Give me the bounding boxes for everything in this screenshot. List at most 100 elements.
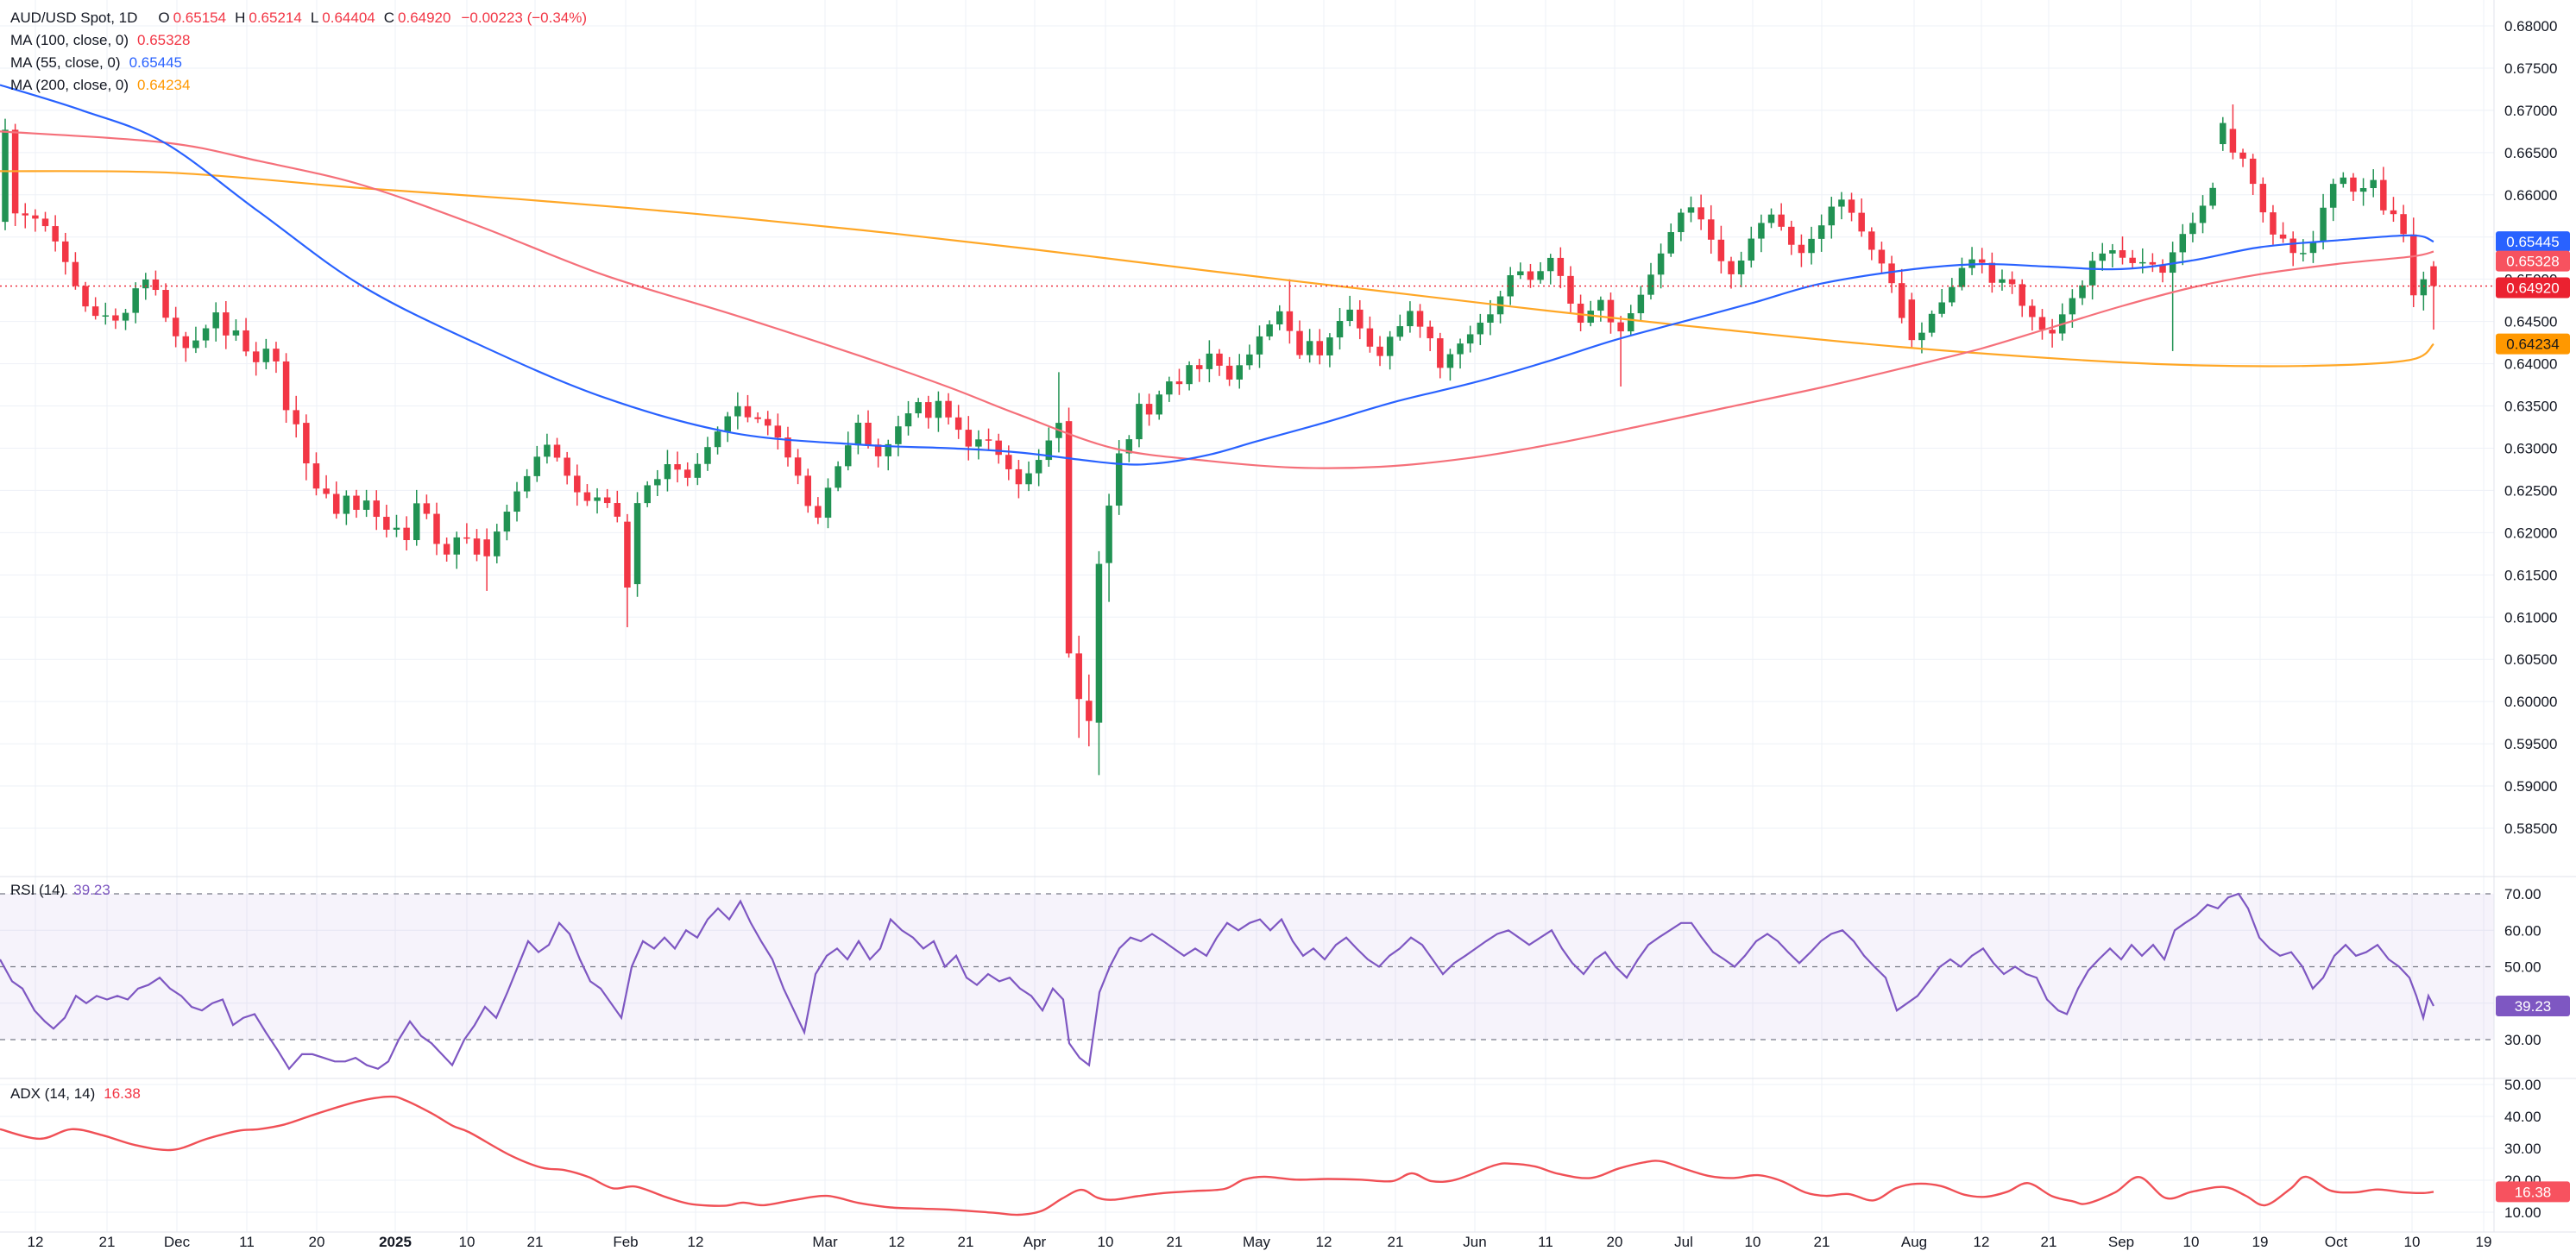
candle-body (674, 464, 681, 470)
candle-body (2129, 257, 2136, 263)
time-axis-label: 12 (688, 1234, 704, 1250)
candle-body (1075, 653, 1082, 700)
candle-body (744, 405, 752, 418)
ma55-line (0, 84, 2434, 466)
candle-body (1376, 346, 1383, 356)
axis-label: 0.64500 (2504, 314, 2557, 330)
time-axis-label: 21 (2041, 1234, 2057, 1250)
candle-body (1446, 354, 1454, 368)
candle-body (2049, 330, 2056, 334)
time-axis-label: 12 (1974, 1234, 1990, 1250)
candle-body (2380, 179, 2387, 211)
candle-body (513, 491, 520, 512)
price-badge (2496, 996, 2570, 1017)
adx-legend[interactable]: ADX (14, 14) 16.38 (10, 1085, 141, 1103)
candle-body (1918, 332, 1925, 341)
price-badge-label: 0.64920 (2506, 280, 2559, 297)
candle-body (1527, 271, 1534, 280)
candle-body (1357, 309, 1364, 329)
candle-body (824, 487, 832, 519)
axis-label: 0.62000 (2504, 525, 2557, 541)
candle-body (1898, 283, 1905, 318)
candle-body (2340, 177, 2347, 185)
time-axis-label: 2025 (379, 1234, 412, 1250)
candle-body (1546, 257, 1554, 272)
change-value: −0.00223 (−0.34%) (461, 9, 588, 26)
candle-body (1949, 286, 1956, 303)
grid (0, 0, 2494, 1232)
candle-body (2370, 179, 2377, 189)
candle-body (1236, 365, 1243, 380)
candle-body (2038, 317, 2046, 330)
candle-body (714, 431, 721, 448)
candle-body (1748, 238, 1755, 261)
candle-body (1145, 404, 1153, 415)
candle-body (102, 315, 110, 317)
candle-body (1988, 262, 1996, 283)
candle-body (1767, 214, 1775, 223)
adx-pane[interactable] (0, 1095, 2434, 1216)
rsi-pane[interactable] (0, 892, 2494, 1071)
rsi-legend[interactable]: RSI (14) 39.23 (10, 882, 110, 899)
ma100-row[interactable]: MA (100, close, 0) 0.65328 (10, 29, 587, 52)
candle-body (1416, 311, 1424, 327)
candle-body (362, 500, 370, 510)
candle-body (2079, 285, 2086, 299)
ma55-row[interactable]: MA (55, close, 0) 0.65445 (10, 52, 587, 74)
candle-body (112, 315, 119, 321)
candle-body (453, 537, 461, 555)
candle-body (282, 361, 290, 411)
close-label: C (383, 9, 395, 26)
time-axis-label: Mar (812, 1234, 838, 1250)
candle-body (1296, 330, 1303, 355)
time-axis[interactable]: 12 21 Dec 11 20 2025 10 21 Feb 12 Mar 12 21 Apr 10 21 Ma… (28, 1234, 2492, 1250)
candle-body (1737, 260, 1745, 274)
candle-body (483, 539, 490, 556)
ma200-row[interactable]: MA (200, close, 0) 0.64234 (10, 74, 587, 97)
candle-body (1025, 473, 1032, 485)
axis-label: 0.67000 (2504, 103, 2557, 119)
candle-body (1788, 226, 1795, 245)
candle-body (1407, 311, 1414, 327)
candle-body (945, 400, 952, 418)
candle-body (1175, 381, 1183, 385)
axis-label: 40.00 (2504, 1109, 2541, 1125)
time-axis-label: 21 (527, 1234, 544, 1250)
rsi-line (0, 892, 2434, 1071)
candle-body (202, 328, 210, 341)
candle-body (1647, 274, 1654, 295)
axis-label: 0.63000 (2504, 440, 2557, 456)
candle-body (935, 400, 942, 418)
price-badge (2496, 250, 2570, 272)
time-axis-label: 20 (1607, 1234, 1623, 1250)
candle-body (473, 538, 481, 555)
candle-body (2279, 234, 2287, 239)
axis-label: 0.66000 (2504, 187, 2557, 204)
legend: AUD/USD Spot, 1D O 0.65154 H 0.65214 L 0.64404… (10, 7, 587, 97)
candle-body (1225, 365, 1233, 380)
candle-body (654, 479, 661, 486)
low-value: 0.64404 (322, 9, 375, 26)
price-axis[interactable]: 0.680000.675000.670000.665000.660000.655… (2504, 18, 2557, 1221)
time-axis-label: 11 (1538, 1234, 1553, 1250)
candlestick-series[interactable] (2, 104, 2437, 776)
candle-body (874, 444, 882, 456)
candle-body (553, 444, 561, 458)
candle-body (2329, 184, 2337, 208)
candle-body (985, 439, 992, 441)
candle-body (904, 413, 912, 427)
candle-body (764, 418, 772, 426)
candle-body (2300, 253, 2307, 255)
candle-body (1848, 199, 1855, 213)
ma200-line (0, 170, 2434, 368)
time-axis-label: Jul (1674, 1234, 1693, 1250)
ma100-line (0, 130, 2434, 469)
candle-body (373, 500, 380, 518)
candle-body (2169, 252, 2176, 273)
close-value: 0.64920 (398, 9, 451, 26)
price-badge-label: 0.65328 (2506, 254, 2559, 270)
candle-body (252, 351, 260, 362)
symbol-row[interactable]: AUD/USD Spot, 1D O 0.65154 H 0.65214 L 0.64404… (10, 7, 587, 29)
candle-body (1868, 231, 1875, 250)
